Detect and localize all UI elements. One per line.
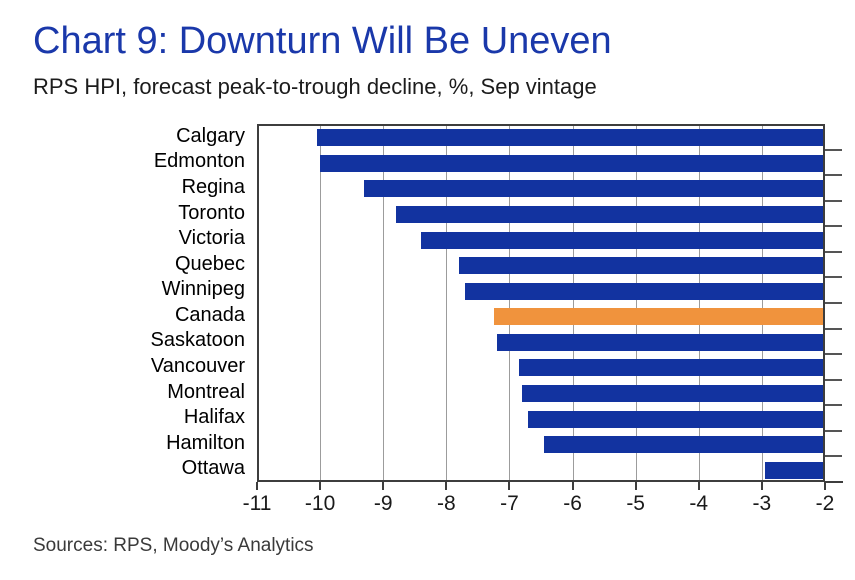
x-axis-label--10: -10 <box>304 492 336 515</box>
category-label-regina: Regina <box>181 175 245 198</box>
x-axis-tick--6 <box>571 482 574 490</box>
right-axis-tick-12 <box>825 429 842 432</box>
x-axis: -11 -10 -9 -8 -7 -6 -5 -4 -3 -2 <box>243 482 834 532</box>
right-axis-tick-6 <box>825 276 842 279</box>
gridline--5 <box>635 126 637 480</box>
category-label-victoria: Victoria <box>178 227 245 250</box>
category-label-calgary: Calgary <box>176 124 245 147</box>
chart-title: Chart 9: Downturn Will Be Uneven <box>33 20 612 62</box>
category-label-toronto: Toronto <box>178 201 245 224</box>
category-label-ottawa: Ottawa <box>181 457 245 480</box>
right-axis-tick-10 <box>825 378 842 381</box>
category-label-canada: Canada <box>174 303 245 326</box>
category-label-halifax: Halifax <box>183 406 245 429</box>
bar-saskatoon <box>496 333 823 351</box>
gridline--7 <box>509 126 511 480</box>
x-axis-label--5: -5 <box>626 492 645 515</box>
right-axis-tick-4 <box>825 225 842 228</box>
chart-subtitle: RPS HPI, forecast peak-to-trough decline… <box>33 74 597 99</box>
x-axis-label--4: -4 <box>689 492 709 515</box>
bar-vancouver <box>518 359 823 377</box>
x-axis-tick--9 <box>382 482 385 490</box>
bar-victoria <box>421 231 823 249</box>
gridline--4 <box>698 126 700 480</box>
bar-toronto <box>395 206 823 223</box>
bar-calgary <box>316 129 823 147</box>
x-axis-tick--4 <box>697 482 700 490</box>
bar-winnipeg <box>465 282 823 300</box>
category-label-winnipeg: Winnipeg <box>161 278 245 301</box>
right-axis-ticks <box>825 124 845 482</box>
category-label-vancouver: Vancouver <box>150 354 245 377</box>
bar-canada <box>493 308 823 326</box>
x-axis-label--9: -9 <box>373 492 393 515</box>
bar-hamilton <box>544 436 823 454</box>
x-axis-label--3: -3 <box>752 492 772 515</box>
right-axis-tick-11 <box>825 404 842 407</box>
bar-halifax <box>528 410 823 428</box>
x-axis-label--11: -11 <box>242 492 272 515</box>
x-axis-tick--5 <box>634 482 637 490</box>
sources-text: Sources: RPS, Moody’s Analytics <box>33 535 314 556</box>
right-axis-tick-9 <box>825 353 842 356</box>
right-axis-tick-3 <box>825 199 842 202</box>
x-axis-tick--10 <box>319 482 322 490</box>
right-axis-tick-2 <box>825 174 842 177</box>
gridline--10 <box>320 126 322 480</box>
x-axis-label--2: -2 <box>815 492 835 515</box>
gridline--6 <box>572 126 574 480</box>
x-axis-label--6: -6 <box>563 492 582 515</box>
bar-quebec <box>458 257 823 275</box>
x-axis-tick--3 <box>760 482 763 490</box>
axis-extension-line <box>825 481 843 483</box>
x-axis-tick--2 <box>824 482 826 490</box>
gridline--9 <box>383 126 385 480</box>
bar-edmonton <box>320 154 823 172</box>
category-label-quebec: Quebec <box>174 252 245 275</box>
bar-ottawa <box>765 461 823 479</box>
gridline--8 <box>446 126 448 480</box>
category-labels: Calgary Edmonton Regina Toronto Victoria Queb… <box>0 124 245 482</box>
right-axis-tick-5 <box>825 250 842 253</box>
right-axis-tick-1 <box>825 148 842 151</box>
x-axis-label--8: -8 <box>436 492 456 515</box>
x-axis-tick--11 <box>256 482 258 490</box>
x-axis-tick--8 <box>445 482 448 490</box>
right-axis-tick-8 <box>825 327 842 330</box>
category-label-edmonton: Edmonton <box>153 150 245 173</box>
gridline--3 <box>761 126 763 480</box>
category-label-hamilton: Hamilton <box>166 431 245 454</box>
right-axis-tick-13 <box>825 455 842 458</box>
bar-montreal <box>522 385 823 402</box>
category-label-saskatoon: Saskatoon <box>150 329 245 352</box>
bar-regina <box>364 180 823 198</box>
plot-area <box>257 124 825 482</box>
right-axis-tick-7 <box>825 302 842 304</box>
x-axis-label--7: -7 <box>500 492 519 515</box>
x-axis-tick--7 <box>508 482 511 490</box>
category-label-montreal: Montreal <box>167 380 245 403</box>
